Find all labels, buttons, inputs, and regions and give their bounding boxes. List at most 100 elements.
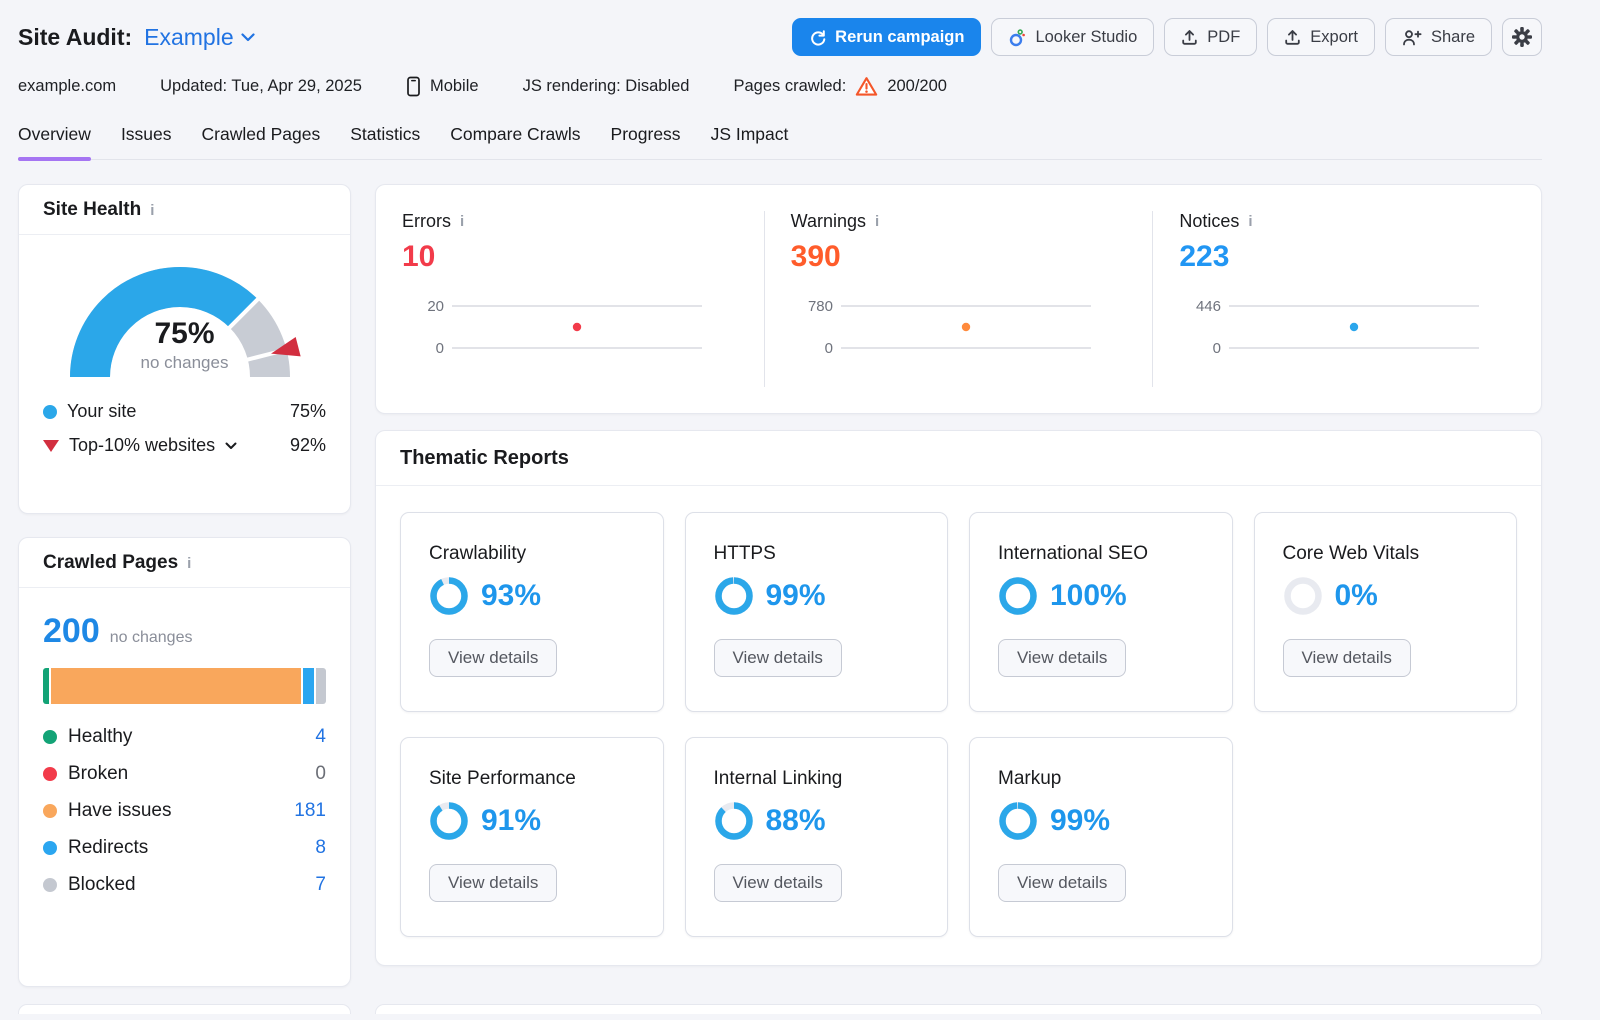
- tab-progress[interactable]: Progress: [610, 124, 681, 144]
- share-label: Share: [1430, 27, 1475, 46]
- info-icon[interactable]: i: [150, 201, 155, 219]
- thematic-card-percent: 91%: [481, 804, 542, 837]
- bar-segment-have-issues[interactable]: [50, 668, 302, 704]
- thematic-card-title: Site Performance: [429, 768, 576, 789]
- page-title: Site Audit:: [18, 23, 133, 50]
- warnings-label: Warnings: [790, 211, 867, 231]
- pages-crawled-value: 200/200: [887, 76, 947, 95]
- svg-text:20: 20: [427, 298, 444, 315]
- thematic-card-percent: 99%: [765, 579, 826, 612]
- info-icon[interactable]: i: [460, 213, 465, 230]
- redirects-count[interactable]: 8: [315, 837, 326, 858]
- campaign-name: Example: [144, 23, 234, 50]
- share-button[interactable]: Share: [1384, 18, 1492, 56]
- crawled-pages-legend-row: Blocked 7: [43, 874, 326, 896]
- view-details-button[interactable]: View details: [429, 639, 558, 677]
- export-button[interactable]: Export: [1267, 18, 1375, 56]
- issues-summary-panel: Errors i 10 20 0 Warnings i 390 780 0 Notices i 223 4…: [375, 184, 1542, 414]
- thematic-card-title: Core Web Vitals: [1282, 543, 1420, 564]
- crawled-pages-legend-row: Redirects 8: [43, 837, 326, 859]
- pages-crawled-label: Pages crawled:: [733, 76, 847, 95]
- notices-count[interactable]: 223: [1179, 240, 1230, 273]
- upload-icon: [1285, 29, 1300, 45]
- tab-js-impact[interactable]: JS Impact: [710, 124, 789, 144]
- info-icon[interactable]: i: [187, 554, 192, 572]
- info-icon[interactable]: i: [875, 213, 880, 230]
- broken-count: 0: [315, 763, 326, 784]
- warnings-count[interactable]: 390: [790, 240, 841, 273]
- view-details-button[interactable]: View details: [713, 639, 842, 677]
- settings-button[interactable]: [1502, 18, 1542, 56]
- tab-crawled-pages[interactable]: Crawled Pages: [201, 124, 321, 144]
- chevron-down-icon[interactable]: [225, 442, 237, 450]
- have-issues-count[interactable]: 181: [294, 800, 326, 821]
- site-health-gauge: 75% no changes: [60, 251, 310, 387]
- errors-count[interactable]: 10: [402, 240, 436, 273]
- rerun-campaign-button[interactable]: Rerun campaign: [792, 18, 982, 56]
- legend-label: Broken: [68, 763, 129, 784]
- bar-segment-blocked[interactable]: [316, 668, 326, 704]
- legend-value: 75%: [289, 401, 326, 421]
- blocked-dot: [43, 878, 57, 892]
- svg-text:0: 0: [824, 340, 832, 356]
- crawled-pages-card: Crawled Pages i 200 no changes Healthy 4 B…: [18, 537, 351, 987]
- info-icon[interactable]: i: [1248, 213, 1253, 230]
- mobile-icon: [407, 76, 420, 96]
- thematic-card-core-web-vitals: Core Web Vitals 0% View details: [1253, 512, 1517, 712]
- domain-label: example.com: [18, 76, 117, 95]
- svg-text:0: 0: [1213, 340, 1221, 356]
- thematic-card-percent: 93%: [481, 579, 542, 612]
- tab-statistics[interactable]: Statistics: [350, 124, 421, 144]
- legend-label: Healthy: [68, 726, 133, 747]
- legend-label: Have issues: [68, 800, 172, 821]
- view-details-button[interactable]: View details: [429, 864, 558, 902]
- thematic-card-internal-linking: Internal Linking 88% View details: [684, 737, 948, 937]
- js-rendering-label: JS rendering: Disabled: [522, 76, 690, 95]
- upload-icon: [1182, 29, 1197, 45]
- warnings-column: Warnings i 390 780 0: [763, 211, 1153, 387]
- have-issues-dot: [43, 804, 57, 818]
- site-health-score: 75%: [154, 317, 215, 350]
- tab-compare-crawls[interactable]: Compare Crawls: [450, 124, 581, 144]
- pages-crawled-item: Pages crawled: 200/200: [734, 76, 947, 97]
- next-panel-left: [18, 1004, 351, 1014]
- thematic-card-percent: 88%: [765, 804, 826, 837]
- your-site-dot: [43, 404, 57, 419]
- view-details-button[interactable]: View details: [998, 639, 1127, 677]
- tab-issues[interactable]: Issues: [120, 124, 172, 144]
- thematic-card-percent: 99%: [1050, 804, 1111, 837]
- pdf-button[interactable]: PDF: [1164, 18, 1258, 56]
- site-health-legend-row[interactable]: Top-10% websites 92%: [43, 435, 326, 456]
- thematic-card-title: International SEO: [998, 543, 1148, 564]
- crawled-pages-change: no changes: [109, 629, 193, 646]
- campaign-dropdown[interactable]: Example: [144, 23, 255, 51]
- rerun-campaign-label: Rerun campaign: [835, 27, 965, 46]
- looker-studio-icon: [1010, 28, 1026, 46]
- view-details-button[interactable]: View details: [1282, 639, 1411, 677]
- report-tabs: Overview Issues Crawled Pages Statistics Com…: [18, 124, 1542, 161]
- view-details-button[interactable]: View details: [713, 864, 842, 902]
- gear-icon: [1512, 27, 1532, 47]
- warning-triangle-icon[interactable]: [855, 76, 878, 97]
- blocked-count[interactable]: 7: [315, 874, 326, 895]
- benchmark-marker: [270, 336, 301, 357]
- healthy-dot: [43, 730, 57, 744]
- view-details-button[interactable]: View details: [998, 864, 1127, 902]
- redirects-dot: [43, 841, 57, 855]
- svg-text:446: 446: [1196, 298, 1221, 315]
- site-health-card: Site Health i 75% no changes Your site 75…: [18, 184, 351, 514]
- site-health-change: no changes: [140, 353, 229, 372]
- thematic-card-title: Markup: [998, 768, 1062, 789]
- thematic-card-title: HTTPS: [713, 543, 776, 564]
- healthy-count[interactable]: 4: [315, 726, 326, 747]
- legend-label: Top-10% websites: [69, 435, 216, 455]
- tab-overview[interactable]: Overview: [18, 124, 91, 161]
- bar-segment-healthy[interactable]: [43, 668, 49, 704]
- svg-text:0: 0: [436, 340, 444, 356]
- bar-segment-redirects[interactable]: [303, 668, 315, 704]
- errors-column: Errors i 10 20 0: [376, 211, 764, 387]
- thematic-reports-grid: Crawlability 93% View details HTTPS 99% View …: [376, 486, 1541, 965]
- person-add-icon: [1403, 29, 1422, 45]
- site-health-legend-row: Your site 75%: [43, 401, 326, 422]
- looker-studio-button[interactable]: Looker Studio: [991, 18, 1155, 56]
